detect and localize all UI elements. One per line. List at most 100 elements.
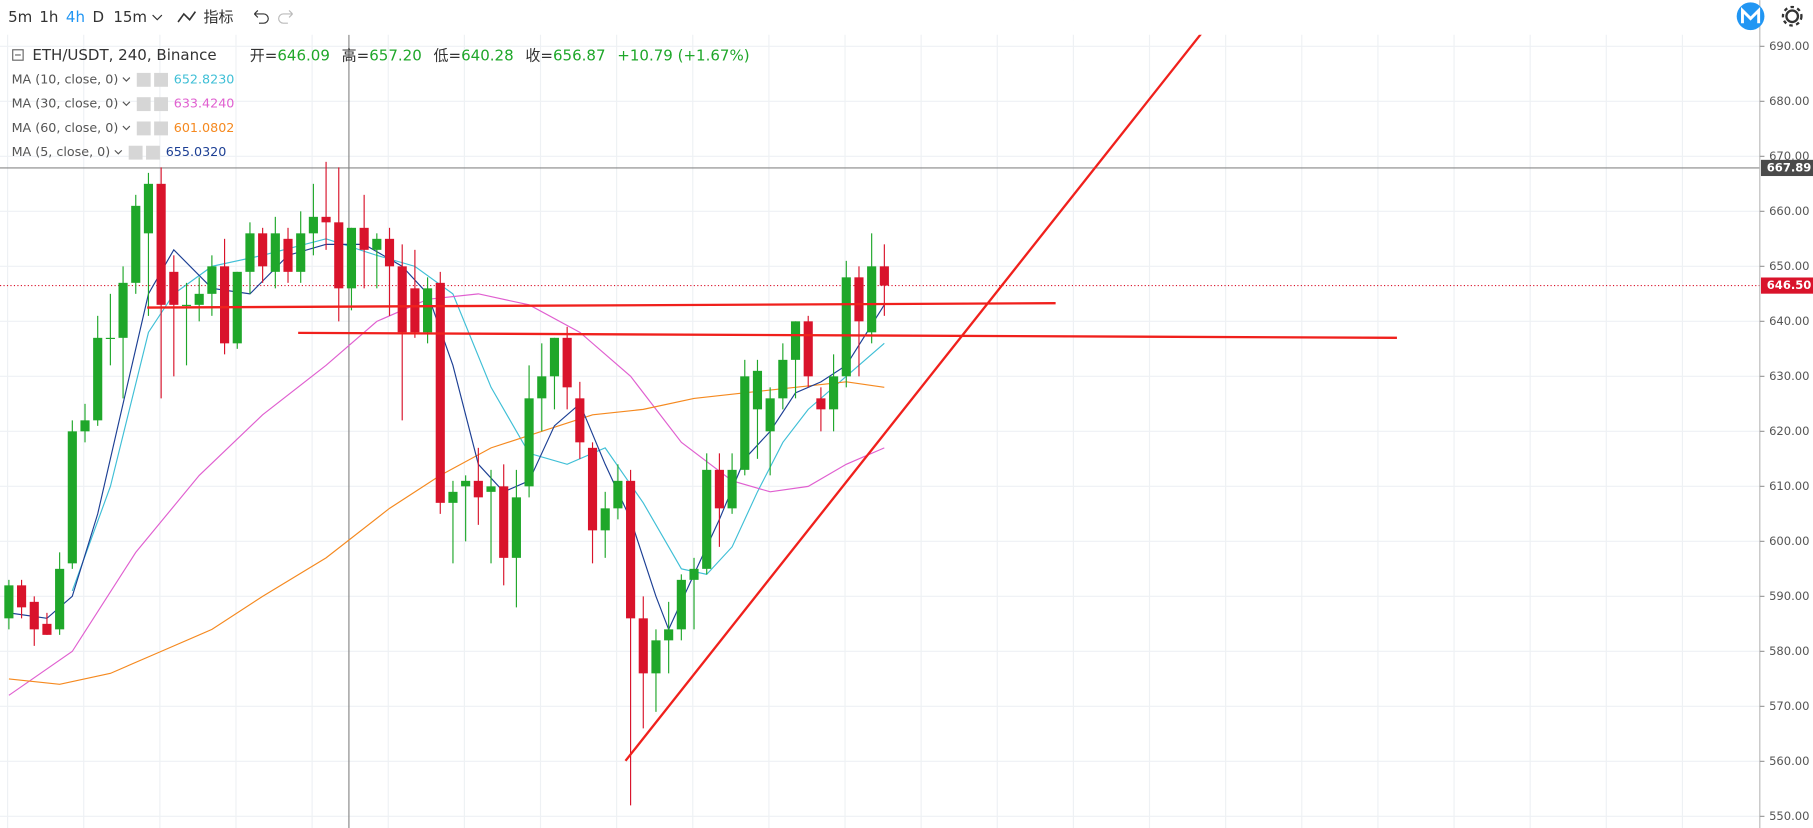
dropdown (122, 125, 131, 131)
remove[interactable] (146, 145, 160, 160)
legend: ETH/USDT, 240, Binance 开=646.09 高=657.20… (12, 46, 750, 160)
ohlc-value: 646.09 (277, 46, 330, 64)
candle-body (664, 629, 674, 641)
eye-toggle[interactable] (136, 121, 151, 136)
price-axis: 550.00 560.00 570.00 580.00 590.00 600.00 610.… (1759, 0, 1813, 828)
last-price-bg (1760, 277, 1813, 294)
candle-body (867, 266, 877, 333)
candle-body (676, 579, 686, 630)
interval[interactable]: 15m (113, 8, 147, 26)
ma-line (8, 243, 885, 631)
eye-toggle[interactable] (128, 145, 143, 160)
ohlc-label: 收= (525, 46, 553, 64)
ma-legend-name: MA (10, close, 0) (12, 71, 119, 86)
eye-toggle[interactable] (136, 97, 151, 112)
interval[interactable]: 5m (8, 8, 32, 26)
undo[interactable] (253, 10, 269, 24)
remove[interactable] (154, 72, 168, 87)
eye-toggle[interactable] (136, 72, 151, 87)
candle-body (626, 480, 636, 619)
candle-body (765, 398, 775, 432)
y-tick-label: 600.00 (1769, 534, 1809, 548)
trend-line (147, 302, 1056, 309)
candle-body (283, 238, 293, 272)
candle-body (740, 376, 750, 470)
dropdown (122, 77, 131, 82)
crosshair-label-bg (1760, 159, 1813, 177)
ohlc-value: 640.28 (461, 46, 514, 64)
candle-body (727, 469, 737, 509)
candle-body (42, 623, 52, 635)
candle-body (613, 480, 623, 509)
candle-body (410, 288, 420, 333)
settings-teeth (1781, 5, 1803, 27)
candle-body (55, 568, 65, 630)
candle-body (93, 337, 103, 421)
candle-body (131, 205, 141, 283)
candle-body (29, 601, 39, 630)
candle-body (879, 266, 889, 286)
grid (0, 0, 1760, 828)
candle-body (359, 227, 369, 250)
y-tick-label: 670.00 (1769, 149, 1809, 163)
ohlc-value: 657.20 (369, 46, 422, 64)
ma-legend-value: 652.8230 (174, 71, 235, 86)
candle-body (67, 431, 77, 564)
logo-mark (1741, 6, 1761, 24)
candle-body (321, 216, 331, 223)
indicators-button[interactable]: 指标 (204, 8, 234, 26)
remove[interactable] (154, 121, 168, 136)
candle-body (220, 266, 230, 344)
candle-body (778, 359, 788, 399)
dropdown[interactable] (152, 14, 163, 21)
candle-body (499, 486, 509, 558)
candle-body (423, 288, 433, 333)
candle-body (651, 640, 661, 674)
ma-legend-name: MA (30, close, 0) (12, 96, 119, 111)
candle-body (473, 480, 483, 498)
y-tick-label: 590.00 (1769, 589, 1809, 603)
y-tick-label: 560.00 (1769, 754, 1809, 768)
settings[interactable] (1785, 9, 1800, 24)
remove[interactable] (154, 97, 168, 112)
toolbar-bg (0, 0, 1735, 35)
candle-body (816, 398, 826, 410)
collapse[interactable] (12, 49, 24, 61)
ma-legend-value: 633.4240 (174, 96, 235, 111)
interval[interactable]: 1h (39, 8, 58, 26)
candle-body (575, 398, 585, 443)
toolbar: 5m 1h 4h D 15m 指标 (0, 0, 1803, 35)
candle-body (600, 508, 610, 531)
candle-body (80, 420, 90, 432)
ma-legend-name: MA (60, close, 0) (12, 120, 119, 135)
ohlc-label: 开= (250, 46, 278, 64)
candle-body (511, 497, 521, 558)
ma-line (8, 293, 885, 696)
candle-body (17, 585, 27, 608)
logo[interactable] (1736, 2, 1765, 31)
candle-body (854, 277, 864, 322)
candle-body (169, 271, 179, 305)
y-tick-label: 620.00 (1769, 424, 1809, 438)
y-tick-label: 640.00 (1769, 314, 1809, 328)
crosshair-label: 667.89 (1767, 160, 1812, 174)
y-tick-label: 610.00 (1769, 479, 1809, 493)
ma-legend-value: 601.0802 (174, 120, 235, 135)
candle-body (689, 568, 699, 580)
dropdown (122, 101, 131, 107)
symbol[interactable]: ETH/USDT, 240, Binance (32, 46, 216, 64)
redo[interactable] (278, 10, 293, 24)
candle-body (181, 304, 192, 306)
ma-line (71, 238, 885, 592)
y-tick-label: 630.00 (1769, 369, 1809, 383)
candle-body (486, 486, 496, 492)
change: +10.79 (+1.67%) (617, 46, 749, 64)
candle-body (702, 469, 712, 569)
interval[interactable]: D (93, 8, 105, 26)
candle-body (245, 233, 255, 272)
candle-body (118, 282, 128, 338)
indicator-icon[interactable] (177, 11, 197, 23)
candle-body (194, 293, 204, 305)
interval[interactable]: 4h (66, 8, 85, 26)
